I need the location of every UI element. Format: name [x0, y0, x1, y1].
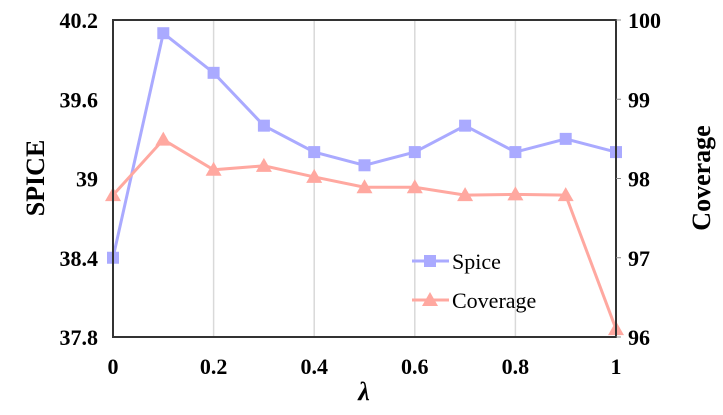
y-left-tick-label: 39.6 [60, 87, 99, 112]
coverage-point [205, 161, 222, 176]
coverage-point [255, 157, 272, 172]
x-tick-label: 0.6 [401, 354, 429, 379]
coverage-point [507, 186, 524, 201]
legend-label: Coverage [452, 288, 536, 313]
x-tick-label: 0.4 [300, 354, 328, 379]
tick-labels: 0 0.2 0.4 0.6 0.8 1 37.8 38.4 39 39.6 40.2 96 97 98 99… [60, 8, 662, 379]
legend-marker-coverage [422, 292, 438, 306]
coverage-point [457, 187, 474, 202]
y-right-tick-label: 97 [628, 246, 650, 271]
y-left-tick-label: 39 [76, 167, 98, 192]
spice-point [509, 146, 522, 159]
series-layer [105, 27, 624, 336]
spice-point [358, 159, 371, 172]
spice-point [459, 119, 472, 132]
y-right-tick-label: 98 [628, 167, 650, 192]
spice-point [559, 132, 572, 145]
legend: Spice Coverage [412, 249, 536, 313]
y-left-tick-label: 37.8 [60, 325, 99, 350]
spice-point [408, 146, 421, 159]
y-left-tick-label: 38.4 [60, 246, 99, 271]
y-right-axis-label: Coverage [687, 125, 716, 230]
spice-point [308, 146, 321, 159]
spice-point [157, 27, 170, 40]
coverage-point [155, 131, 172, 146]
x-tick-label: 0 [108, 354, 119, 379]
gridlines [212, 20, 517, 337]
coverage-point [557, 187, 574, 202]
coverage-point [406, 179, 423, 194]
x-tick-label: 0.2 [200, 354, 228, 379]
y-right-tick-label: 96 [628, 325, 650, 350]
coverage-point [356, 179, 373, 194]
x-tick-label: 1 [611, 354, 622, 379]
y-left-tick-label: 40.2 [60, 8, 99, 33]
x-axis-label: λ [357, 377, 370, 406]
y-right-tick-label: 100 [628, 8, 661, 33]
x-tick-label: 0.8 [502, 354, 530, 379]
y-right-tick-label: 99 [628, 87, 650, 112]
spice-point [207, 66, 220, 79]
y-left-axis-label: SPICE [21, 140, 50, 217]
legend-label: Spice [452, 249, 501, 274]
spice-point [257, 119, 270, 132]
legend-marker-spice [424, 255, 436, 267]
plot-frame [112, 19, 617, 338]
series-line-spice [111, 30, 617, 259]
coverage-point [306, 168, 323, 183]
